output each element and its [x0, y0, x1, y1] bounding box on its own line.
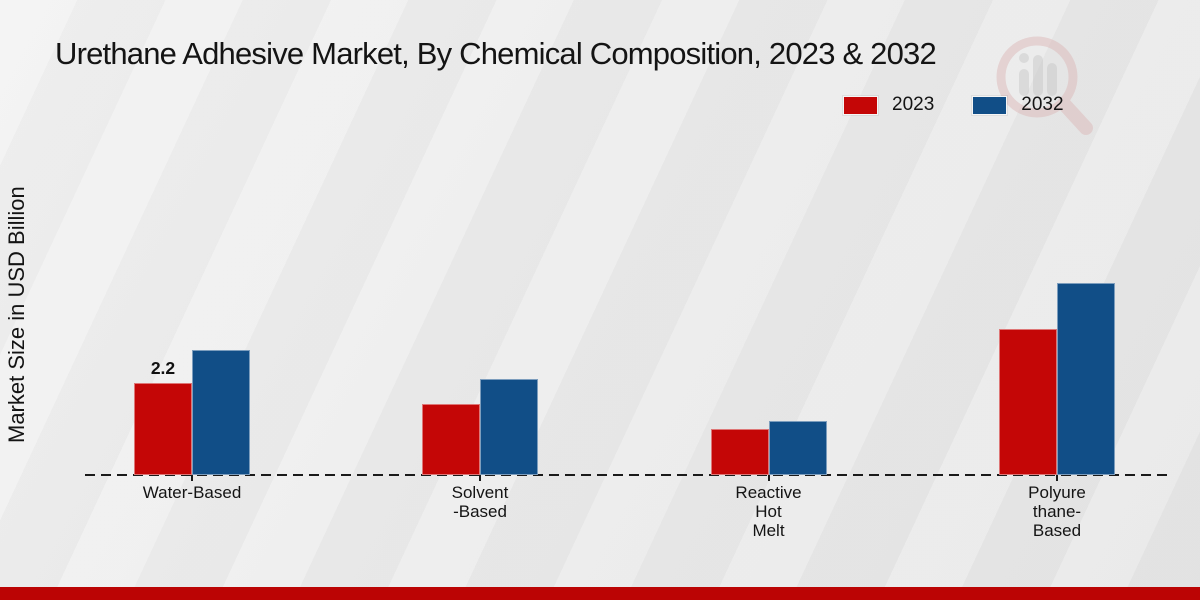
category-label-reactive-hot-melt: Reactive Hot Melt	[735, 483, 802, 540]
bar-2023-reactive-hot-melt	[710, 429, 769, 475]
x-axis-tick	[1056, 475, 1058, 481]
bar-2023-solvent-based	[422, 404, 480, 475]
category-label-water-based: Water-Based	[142, 483, 242, 502]
legend-label-2023: 2023	[892, 94, 935, 115]
legend-swatch-2023	[843, 95, 878, 115]
bar-2023-water-based	[134, 383, 192, 475]
x-axis-tick	[767, 475, 770, 481]
legend-swatch-2032	[972, 95, 1008, 115]
bar-2032-solvent-based	[480, 379, 538, 475]
x-axis-tick	[479, 475, 481, 481]
bar-2032-water-based	[192, 350, 250, 475]
legend: 2023 2032	[843, 94, 1064, 116]
x-axis-baseline	[85, 474, 1167, 476]
category-label-solvent-based: Solvent -Based	[451, 483, 509, 521]
bar-2023-polyure-thane-based	[999, 329, 1057, 475]
x-axis-tick	[191, 475, 193, 481]
legend-item-2032: 2032	[972, 94, 1064, 116]
bar-2032-reactive-hot-melt	[768, 421, 827, 475]
bar-value-label: 2.2	[150, 358, 176, 378]
category-label-polyure-thane-based: Polyure thane- Based	[1028, 483, 1086, 540]
legend-label-2032: 2032	[1021, 94, 1064, 115]
bar-2032-polyure-thane-based	[1057, 283, 1115, 475]
chart-title: Urethane Adhesive Market, By Chemical Co…	[55, 36, 937, 71]
legend-item-2023: 2023	[843, 94, 934, 116]
bottom-accent-bar	[0, 587, 1200, 600]
